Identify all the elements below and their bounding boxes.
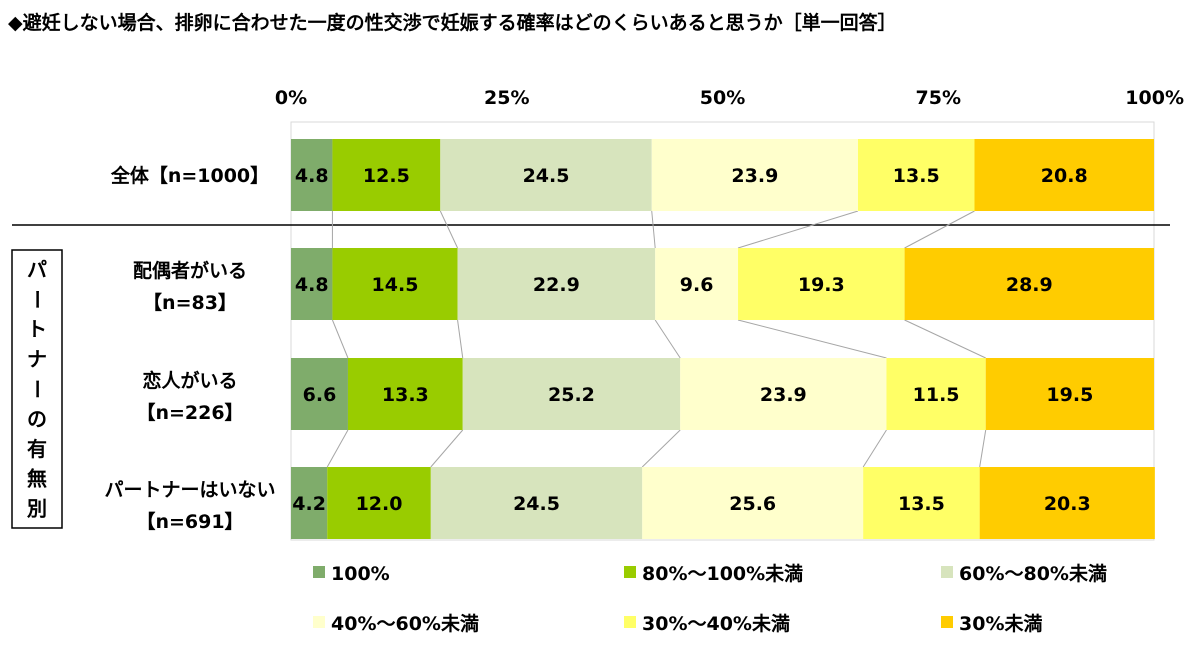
group-label-box	[11, 249, 63, 529]
bar-segment	[886, 358, 986, 430]
bar-segment	[327, 467, 431, 539]
data-label: 20.3	[1044, 493, 1091, 515]
data-label: 19.5	[1046, 384, 1093, 406]
bar-segment	[985, 358, 1154, 430]
group-label-char: ー	[25, 379, 49, 399]
legend-label: 30%～40%未満	[642, 612, 790, 635]
group-label-char: 無	[27, 467, 47, 491]
x-tick-label: 25%	[484, 87, 529, 109]
series-connector-line	[641, 429, 681, 468]
legend-swatch	[941, 616, 953, 628]
x-tick-label: 75%	[916, 87, 961, 109]
group-label-char: パ	[27, 257, 47, 281]
series-connector-line	[904, 210, 975, 249]
data-label: 13.5	[898, 493, 945, 515]
bar-segment	[738, 248, 905, 320]
data-label: 20.8	[1041, 165, 1088, 187]
bar-segment	[655, 248, 739, 320]
series-connector-line	[979, 429, 987, 468]
plot-area	[290, 121, 1155, 541]
legend-label: 60%～80%未満	[959, 562, 1107, 585]
legend-label: 30%未満	[959, 612, 1042, 635]
series-connector-line	[439, 210, 459, 249]
series-connector-line	[904, 319, 986, 359]
category-label: パートナーはいない	[104, 479, 275, 501]
category-label: 【n=83】	[143, 291, 237, 314]
bar-segment	[979, 467, 1155, 539]
bar-segment	[857, 139, 975, 211]
bar-segment	[430, 467, 643, 539]
legend-swatch	[624, 566, 636, 578]
series-connector-line	[651, 210, 656, 249]
data-label: 19.3	[798, 274, 845, 296]
legend-swatch	[313, 616, 325, 628]
bar-segment	[291, 467, 328, 539]
bar-segment	[974, 139, 1154, 211]
bar-segment	[332, 248, 458, 320]
data-label: 24.5	[513, 493, 560, 515]
series-connector-line	[654, 319, 681, 359]
data-label: 28.9	[1006, 274, 1053, 296]
bar-segment	[642, 467, 864, 539]
group-label-char: の	[27, 407, 47, 431]
legend-swatch	[313, 566, 325, 578]
series-connector-line	[457, 319, 464, 359]
bar-segment	[291, 358, 348, 430]
category-label: 配偶者がいる	[133, 259, 247, 282]
bar-segment	[347, 358, 463, 430]
data-label: 23.9	[731, 165, 778, 187]
legend-swatch	[941, 566, 953, 578]
series-connector-line	[331, 319, 349, 359]
bar-segment	[332, 139, 441, 211]
group-label-char: 別	[27, 497, 47, 521]
data-label: 13.3	[382, 384, 429, 406]
bar-segment	[680, 358, 887, 430]
bar-segment	[440, 139, 652, 211]
category-label: 【n=691】	[136, 510, 243, 533]
group-label-char: ナ	[27, 347, 47, 371]
group-label-char: ト	[27, 317, 47, 341]
x-tick-label: 0%	[275, 87, 307, 109]
group-label-char: 有	[27, 437, 47, 461]
data-label: 14.5	[372, 274, 419, 296]
series-connector-line	[430, 429, 464, 468]
x-tick-label: 50%	[700, 87, 745, 109]
category-label: 全体【n=1000】	[110, 164, 269, 187]
bar-segment	[651, 139, 858, 211]
legend-swatch	[624, 616, 636, 628]
data-label: 23.9	[760, 384, 807, 406]
data-label: 25.6	[729, 493, 776, 515]
data-label: 12.0	[356, 493, 403, 515]
data-label: 24.5	[523, 165, 570, 187]
bar-segment	[291, 139, 333, 211]
series-connector-line	[737, 319, 887, 359]
data-label: 4.8	[295, 274, 329, 296]
series-connector-line	[737, 210, 859, 249]
legend-label: 100%	[331, 563, 390, 585]
bar-segment	[462, 358, 681, 430]
chart-title: ◆避妊しない場合、排卵に合わせた一度の性交渉で妊娠する確率はどのくらいあると思う…	[8, 12, 897, 34]
series-connector-line	[862, 429, 887, 468]
data-label: 11.5	[913, 384, 960, 406]
category-label: 恋人がいる	[142, 369, 237, 392]
data-label: 4.2	[292, 493, 326, 515]
data-label: 9.6	[680, 274, 714, 296]
category-label: 【n=226】	[136, 401, 243, 424]
data-label: 12.5	[363, 165, 410, 187]
data-label: 6.6	[303, 384, 337, 406]
data-label: 25.2	[548, 384, 595, 406]
data-label: 4.8	[295, 165, 329, 187]
x-tick-label: 100%	[1125, 87, 1184, 109]
legend-label: 40%～60%未満	[331, 612, 479, 635]
legend-label: 80%～100%未満	[642, 562, 803, 585]
bar-segment	[863, 467, 980, 539]
group-label-char: ー	[25, 289, 49, 309]
series-connector-line	[326, 429, 349, 468]
bar-segment	[904, 248, 1154, 320]
bar-segment	[291, 248, 333, 320]
bar-segment	[457, 248, 656, 320]
data-label: 13.5	[893, 165, 940, 187]
data-label: 22.9	[533, 274, 580, 296]
